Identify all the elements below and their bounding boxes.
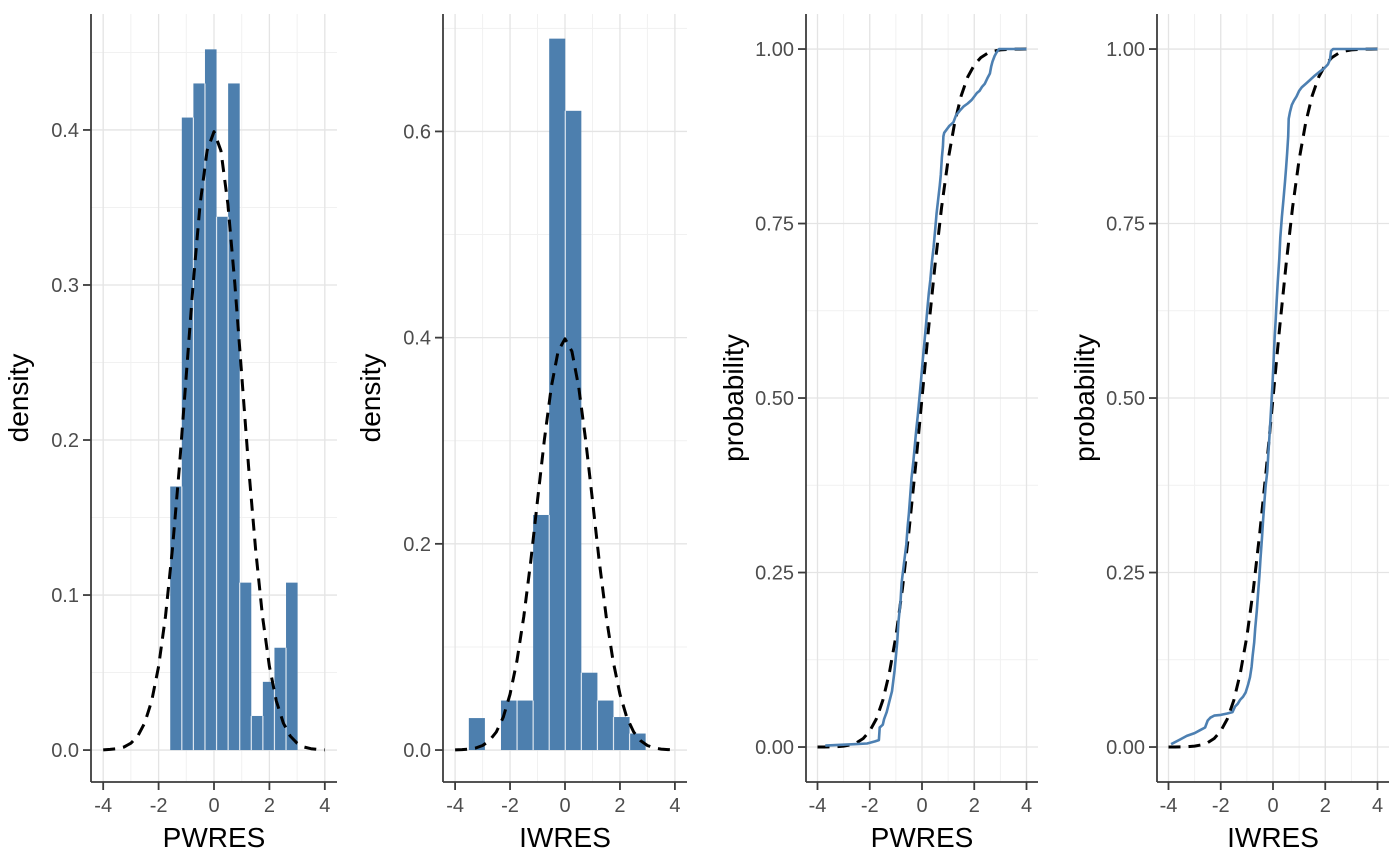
x-tick-label: -4 [1160, 795, 1178, 817]
y-axis-title: density [3, 354, 34, 443]
histogram-bar [286, 582, 298, 751]
histogram-bar [565, 110, 582, 751]
histogram-bar [517, 700, 534, 751]
y-tick-label: 0.2 [403, 534, 431, 556]
histogram-bar [468, 718, 485, 751]
iwres-histogram-panel: -4 -2 0 2 4 0.0 0.2 0.4 0.6 IWRES density [355, 14, 687, 853]
y-tick-label: 0.75 [1106, 214, 1145, 236]
x-tick-label: 4 [669, 795, 680, 817]
y-axis-title: probability [1069, 334, 1100, 462]
y-tick-label: 0.6 [403, 121, 431, 143]
x-tick-label: -4 [94, 795, 112, 817]
x-axis-title: PWRES [163, 822, 266, 853]
x-tick-label: 0 [916, 795, 927, 817]
histogram-bar [251, 715, 263, 751]
x-tick-label: -2 [501, 795, 519, 817]
histogram-bar [181, 117, 194, 751]
x-tick-label: 4 [1372, 795, 1383, 817]
x-axis-title: IWRES [519, 822, 611, 853]
x-tick-label: 4 [1021, 795, 1032, 817]
y-tick-label: 0.00 [1106, 737, 1145, 759]
histogram-bar [549, 38, 566, 751]
y-tick-label: 0.00 [755, 737, 794, 759]
x-tick-label: 0 [559, 795, 570, 817]
iwres-ecdf-panel: -4 -2 0 2 4 0.00 0.25 0.50 0.75 1.00 IWRES probabil… [1069, 14, 1389, 853]
histogram-bar [228, 83, 240, 751]
y-tick-label: 0.75 [755, 214, 794, 236]
pwres-histogram-panel: -4 -2 0 2 4 0.0 0.1 0.2 0.3 0.4 PWRES density [3, 14, 337, 853]
y-tick-label: 0.0 [403, 740, 431, 762]
histogram-bar [204, 49, 217, 751]
x-axis-title: IWRES [1227, 822, 1319, 853]
y-tick-label: 0.50 [755, 388, 794, 410]
y-axis-title: density [355, 354, 386, 443]
x-tick-label: 0 [208, 795, 219, 817]
y-tick-label: 0.25 [1106, 563, 1145, 585]
y-tick-label: 0.4 [51, 120, 79, 142]
histogram-bar [262, 681, 275, 751]
x-tick-label: -4 [809, 795, 827, 817]
histogram-bar [239, 582, 252, 751]
y-tick-label: 0.2 [51, 430, 79, 452]
normal-density-curve [455, 337, 675, 752]
x-tick-label: -2 [1212, 795, 1230, 817]
normal-density-curve [103, 130, 325, 752]
y-axis-title: probability [718, 334, 749, 462]
y-tick-label: 1.00 [755, 39, 794, 61]
histogram-bar [170, 486, 182, 751]
histogram-bar [500, 700, 518, 751]
x-tick-label: 2 [969, 795, 980, 817]
histogram-bar [216, 216, 229, 751]
histogram-bar [193, 83, 205, 751]
histogram-bar [581, 672, 598, 751]
x-tick-label: 2 [614, 795, 625, 817]
y-tick-label: 0.25 [755, 563, 794, 585]
histogram-bar [597, 700, 614, 751]
histogram-bar [629, 733, 646, 751]
pwres-ecdf-panel: -4 -2 0 2 4 0.00 0.25 0.50 0.75 1.00 PWRES probabil… [718, 14, 1038, 853]
x-tick-label: 2 [1320, 795, 1331, 817]
y-tick-label: 0.0 [51, 740, 79, 762]
y-tick-label: 0.50 [1106, 388, 1145, 410]
x-tick-label: 2 [264, 795, 275, 817]
x-tick-label: 4 [319, 795, 330, 817]
histogram-bar [613, 717, 630, 751]
x-tick-label: -4 [446, 795, 464, 817]
x-tick-label: 0 [1267, 795, 1278, 817]
y-tick-label: 1.00 [1106, 39, 1145, 61]
histogram-bar [274, 647, 287, 751]
y-tick-label: 0.1 [51, 585, 79, 607]
x-tick-label: -2 [150, 795, 168, 817]
empirical-cdf-curve [1170, 47, 1378, 746]
x-tick-label: -2 [861, 795, 879, 817]
empirical-cdf-curve [825, 47, 1027, 747]
y-tick-label: 0.4 [403, 328, 431, 350]
histogram-bar [533, 514, 550, 751]
y-tick-label: 0.3 [51, 275, 79, 297]
x-axis-title: PWRES [871, 822, 974, 853]
